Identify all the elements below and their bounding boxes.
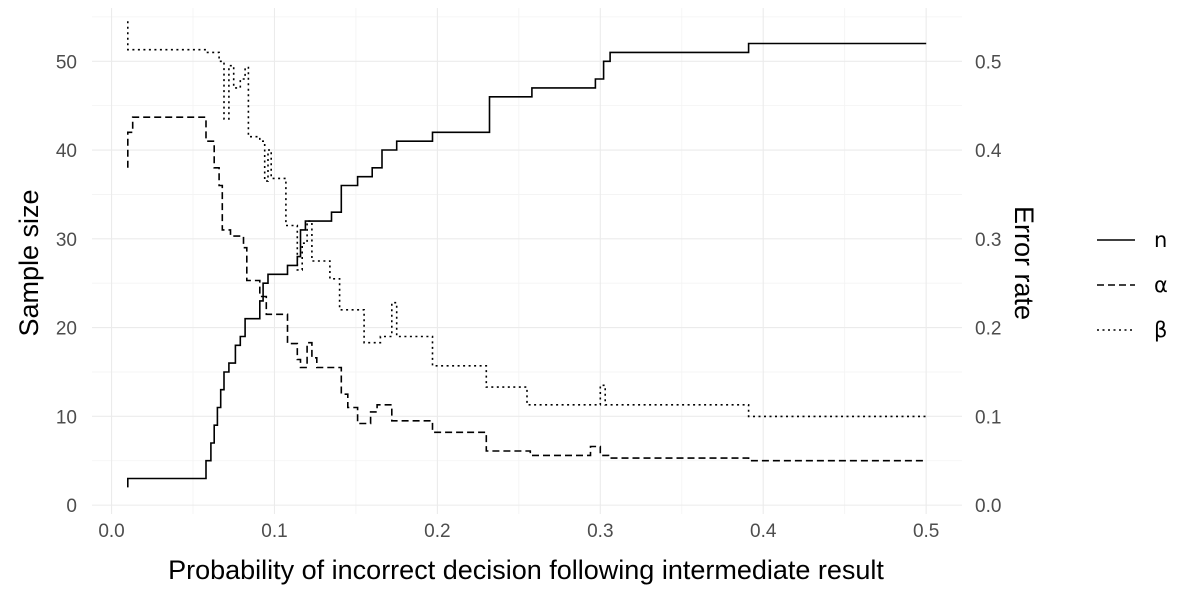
- y2-axis-title: Error rate: [1009, 206, 1039, 320]
- x-tick-label: 0.5: [913, 521, 939, 542]
- y-tick-label: 10: [56, 407, 77, 428]
- tick-labels: 0.0 0.1 0.2 0.3 0.4 0.5 0 10 20 30 40 50 0.0 0.1 0.2 0.…: [56, 52, 1002, 542]
- y2-tick-label: 0.0: [975, 496, 1001, 517]
- series-line-dotted: [127, 21, 927, 418]
- x-tick-label: 0.0: [98, 521, 124, 542]
- series-line-solid: [127, 42, 927, 488]
- legend-label: n: [1154, 228, 1167, 252]
- x-tick-label: 0.4: [750, 521, 777, 542]
- y-axis-title: Sample size: [14, 189, 44, 336]
- y-tick-label: 20: [56, 319, 77, 340]
- x-tick-label: 0.2: [424, 521, 450, 542]
- y2-tick-label: 0.5: [975, 52, 1001, 73]
- series-line-dashed: [127, 116, 927, 462]
- y-tick-label: 30: [56, 230, 77, 251]
- series-lines: [127, 21, 927, 488]
- y2-tick-label: 0.3: [975, 230, 1001, 251]
- y2-tick-label: 0.2: [975, 319, 1001, 340]
- x-axis-title: Probability of incorrect decision follow…: [168, 555, 884, 585]
- x-tick-label: 0.1: [261, 521, 287, 542]
- legend-label: β: [1154, 318, 1167, 342]
- y2-tick-label: 0.4: [975, 141, 1002, 162]
- x-tick-label: 0.3: [587, 521, 613, 542]
- grid: [92, 8, 962, 514]
- y2-tick-label: 0.1: [975, 407, 1001, 428]
- legend-label: α: [1154, 273, 1168, 297]
- y-tick-label: 50: [56, 52, 77, 73]
- legend: nαβ: [1097, 228, 1168, 342]
- y-tick-label: 40: [56, 141, 77, 162]
- y-tick-label: 0: [66, 496, 77, 517]
